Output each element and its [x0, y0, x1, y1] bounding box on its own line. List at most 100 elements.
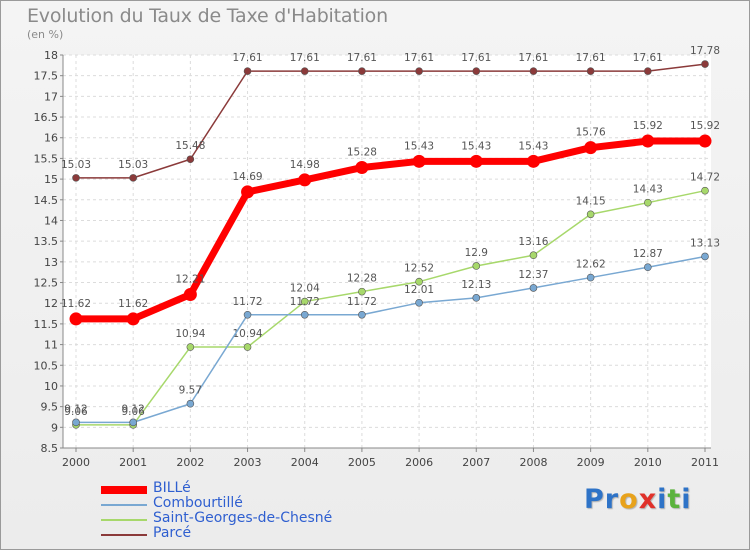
data-point-bill- [469, 154, 483, 168]
data-point-parc- [415, 67, 423, 75]
logo-letter: P [584, 484, 605, 515]
data-point-parc- [186, 155, 195, 164]
data-point-saint-georges-de-chesn- [644, 198, 652, 207]
data-label-combourtill-: 11.72 [290, 296, 320, 308]
data-point-combourtill- [529, 284, 538, 292]
x-tick-label: 2010 [634, 456, 662, 469]
data-point-bill- [526, 154, 540, 168]
logo-letter: t [667, 484, 682, 515]
y-tick-label: 18 [44, 49, 58, 62]
x-tick-label: 2011 [691, 456, 719, 469]
data-label-combourtill-: 12.87 [633, 248, 663, 260]
data-label-combourtill-: 12.62 [576, 259, 606, 271]
y-tick-label: 17 [44, 90, 58, 103]
data-label-parc-: 15.03 [61, 159, 91, 171]
y-tick-label: 12 [44, 297, 58, 310]
y-tick-label: 11.5 [34, 318, 59, 331]
data-point-saint-georges-de-chesn- [358, 287, 366, 296]
data-label-parc-: 17.61 [233, 52, 263, 64]
data-point-saint-georges-de-chesn- [243, 343, 252, 351]
y-tick-label: 14.5 [34, 194, 59, 207]
data-point-combourtill- [186, 399, 195, 408]
data-label-bill-: 15.76 [576, 127, 606, 139]
x-tick-label: 2001 [119, 456, 147, 469]
legend-label-parce: Parcé [153, 525, 192, 541]
logo-letter: o [619, 484, 639, 515]
data-point-bill- [355, 161, 369, 175]
data-label-combourtill-: 13.13 [690, 237, 720, 249]
series-line-combourtill- [76, 255, 706, 424]
data-point-saint-georges-de-chesn- [415, 277, 423, 286]
data-label-combourtill-: 12.01 [404, 284, 434, 296]
y-tick-label: 9 [51, 421, 58, 434]
data-label-saint-georges-de-chesn-: 14.15 [576, 195, 606, 207]
data-point-bill- [698, 134, 712, 148]
legend-swatch-bille [101, 486, 147, 494]
y-tick-label: 10 [44, 380, 58, 393]
y-tick-label: 11 [44, 339, 58, 352]
data-point-parc- [472, 67, 481, 75]
data-label-parc-: 17.61 [290, 52, 320, 64]
data-label-saint-georges-de-chesn-: 12.28 [347, 273, 377, 285]
data-label-bill-: 14.69 [233, 171, 263, 183]
logo-letter: i [657, 484, 668, 515]
data-point-saint-georges-de-chesn- [472, 262, 481, 270]
data-label-saint-georges-de-chesn-: 14.72 [690, 172, 720, 184]
data-label-bill-: 11.62 [118, 298, 148, 310]
data-point-bill- [69, 312, 83, 326]
data-point-combourtill- [129, 418, 137, 427]
data-point-bill- [584, 141, 598, 155]
data-point-parc- [358, 67, 366, 75]
data-label-combourtill-: 9.12 [64, 403, 87, 415]
x-tick-label: 2002 [176, 456, 204, 469]
plot-area [63, 55, 711, 448]
data-label-parc-: 17.78 [690, 45, 720, 57]
data-point-parc- [300, 67, 309, 75]
legend-swatch-parce [101, 534, 147, 536]
data-point-parc- [243, 67, 252, 75]
x-tick-label: 2008 [519, 456, 547, 469]
data-label-bill-: 12.21 [175, 274, 205, 286]
data-point-combourtill- [586, 273, 595, 282]
legend-label-bille: BILLé [153, 480, 191, 496]
data-label-saint-georges-de-chesn-: 10.94 [175, 328, 205, 340]
data-label-parc-: 15.03 [118, 159, 148, 171]
logo-letter: x [638, 484, 658, 515]
data-label-saint-georges-de-chesn-: 9.06 [121, 406, 145, 418]
x-tick-label: 2005 [348, 456, 376, 469]
data-point-combourtill- [243, 310, 252, 319]
data-point-bill- [298, 173, 312, 187]
data-label-bill-: 15.28 [347, 147, 377, 159]
logo-letter: i [681, 484, 692, 515]
x-tick-label: 2009 [577, 456, 605, 469]
data-label-combourtill-: 9.57 [179, 385, 202, 397]
data-point-combourtill- [415, 298, 423, 307]
data-label-saint-georges-de-chesn-: 13.16 [518, 236, 548, 248]
y-tick-label: 10.5 [34, 359, 59, 372]
data-label-combourtill-: 11.72 [233, 296, 263, 308]
y-tick-label: 13.5 [34, 235, 59, 248]
proxiti-logo: Proxiti [584, 484, 692, 515]
y-tick-label: 16.5 [34, 111, 59, 124]
data-point-bill- [241, 185, 255, 199]
y-tick-label: 15.5 [34, 152, 59, 165]
y-tick-label: 15 [44, 173, 58, 186]
data-label-combourtill-: 12.37 [518, 269, 548, 281]
legend-label-saint-georges: Saint-Georges-de-Chesné [153, 510, 333, 526]
data-point-parc- [129, 174, 137, 182]
y-tick-label: 16 [44, 132, 58, 145]
data-label-combourtill-: 9.12 [121, 403, 144, 415]
data-label-bill-: 15.43 [461, 140, 491, 152]
data-point-combourtill- [701, 252, 709, 261]
data-point-combourtill- [644, 263, 652, 272]
data-label-parc-: 17.61 [518, 52, 548, 64]
chart-subtitle: (en %) [27, 28, 64, 41]
legend-swatch-saint-georges [101, 519, 147, 521]
data-point-saint-georges-de-chesn- [586, 210, 595, 219]
data-point-parc- [72, 174, 80, 182]
legend-swatch-combourtille [101, 504, 147, 506]
data-label-saint-georges-de-chesn-: 14.43 [633, 184, 663, 196]
data-label-bill-: 15.92 [690, 120, 720, 132]
chart-title: Evolution du Taux de Taxe d'Habitation [27, 5, 388, 27]
